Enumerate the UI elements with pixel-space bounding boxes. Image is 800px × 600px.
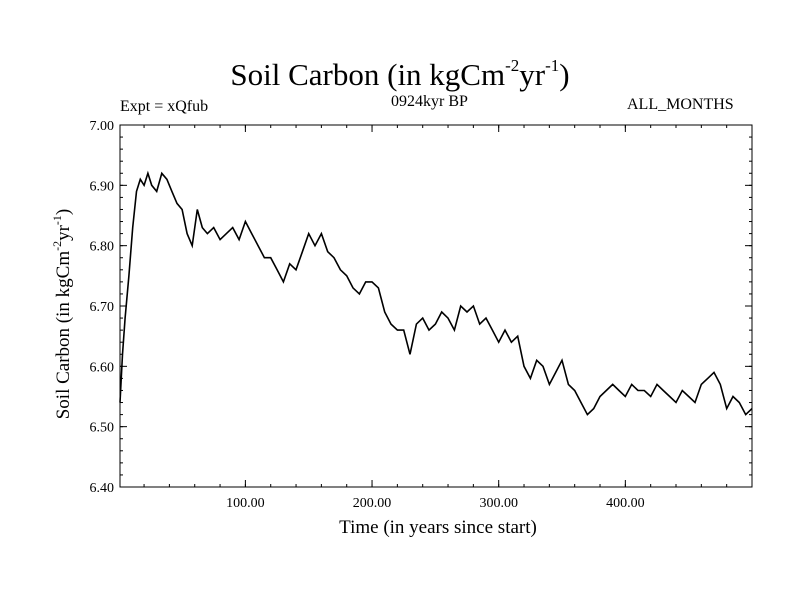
- y-tick-label: 7.00: [90, 119, 115, 134]
- y-tick-label: 6.40: [90, 481, 115, 496]
- period-label: 0924kyr BP: [391, 93, 468, 110]
- x-axis-label: Time (in years since start): [339, 517, 537, 538]
- plot-frame: [119, 124, 753, 488]
- chart-title: Soil Carbon (in kgCm-2yr-1): [230, 56, 570, 92]
- y-tick-label: 6.50: [90, 421, 115, 436]
- x-tick-label: 400.00: [606, 496, 645, 511]
- x-tick-label: 100.00: [226, 496, 265, 511]
- y-axis-label: Soil Carbon (in kgCm-2yr-1): [50, 209, 74, 420]
- x-tick-label: 300.00: [479, 496, 518, 511]
- y-axis: 6.40 6.50 6.60 6.70 6.80 6.90 7.00: [90, 119, 752, 496]
- x-tick-label: 200.00: [353, 496, 392, 511]
- y-tick-label: 6.90: [90, 179, 115, 194]
- experiment-label: Expt = xQfub: [120, 98, 209, 115]
- x-axis: 100.00 200.00 300.00 400.00: [143, 125, 728, 511]
- y-tick-label: 6.60: [90, 360, 115, 375]
- data-series-line: [119, 170, 753, 416]
- months-label: ALL_MONTHS: [627, 96, 734, 113]
- y-tick-label: 6.70: [90, 300, 115, 315]
- y-tick-label: 6.80: [90, 240, 115, 255]
